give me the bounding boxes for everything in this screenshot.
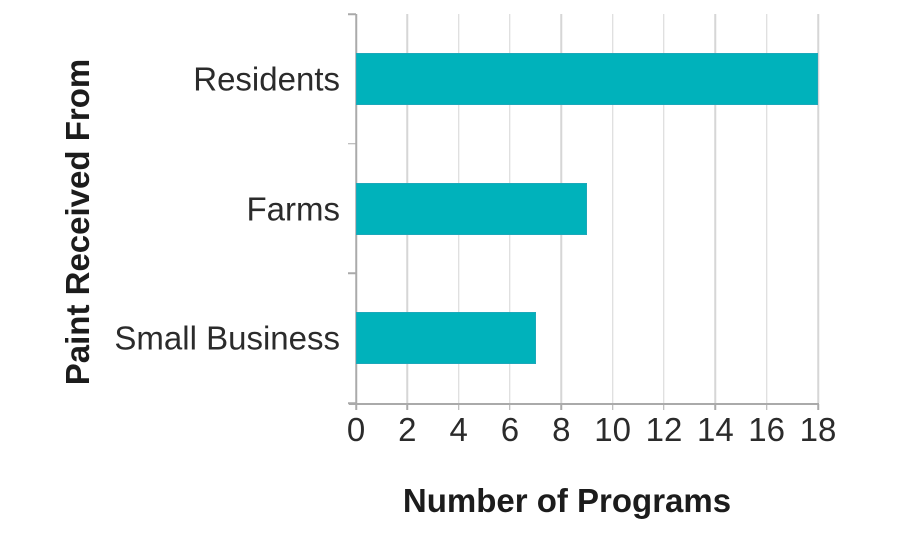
x-tick-label-2: 2 bbox=[398, 411, 417, 448]
bar-farms bbox=[356, 182, 587, 235]
x-tick-label-10: 10 bbox=[594, 411, 632, 448]
x-tick-label-4: 4 bbox=[449, 411, 468, 448]
gridline-x-14 bbox=[714, 14, 717, 403]
x-tick-label-14: 14 bbox=[696, 411, 734, 448]
x-tick-label-8: 8 bbox=[552, 411, 571, 448]
x-tick-mark-18 bbox=[817, 404, 819, 410]
bar-residents bbox=[356, 52, 818, 105]
x-tick-label-0: 0 bbox=[346, 411, 366, 448]
category-label-small-business: Small Business bbox=[114, 319, 340, 357]
x-tick-label-16: 16 bbox=[748, 411, 786, 448]
gridline-x-12 bbox=[663, 14, 665, 403]
category-labels: Residents Farms Small Business bbox=[0, 14, 340, 403]
x-tick-mark-4 bbox=[457, 404, 460, 410]
y-tick-mark-1 bbox=[348, 142, 356, 145]
x-axis-line bbox=[349, 403, 819, 405]
category-label-farms: Farms bbox=[246, 190, 341, 227]
x-tick-mark-10 bbox=[611, 404, 614, 410]
bar-small-business bbox=[356, 312, 536, 365]
y-tick-mark-0 bbox=[348, 13, 356, 15]
x-tick-mark-12 bbox=[663, 404, 665, 410]
gridline-x-18 bbox=[817, 14, 819, 403]
x-tick-mark-14 bbox=[714, 404, 717, 410]
x-tick-mark-16 bbox=[765, 404, 768, 410]
plot-area bbox=[348, 13, 819, 410]
category-label-residents: Residents bbox=[193, 60, 340, 98]
x-tick-mark-8 bbox=[560, 404, 563, 410]
x-tick-label-6: 6 bbox=[500, 411, 520, 448]
x-tick-mark-2 bbox=[406, 404, 409, 410]
y-tick-mark-2 bbox=[348, 272, 356, 275]
x-tick-labels: 0 2 4 6 8 10 12 14 16 18 bbox=[347, 411, 837, 452]
x-tick-mark-0 bbox=[355, 404, 357, 410]
gridline-x-16 bbox=[765, 14, 768, 403]
gridline-x-10 bbox=[611, 14, 614, 403]
x-axis-title: Number of Programs bbox=[402, 482, 732, 519]
x-tick-label-12: 12 bbox=[645, 411, 683, 448]
x-tick-label-18: 18 bbox=[799, 411, 837, 448]
x-tick-mark-6 bbox=[509, 404, 511, 410]
